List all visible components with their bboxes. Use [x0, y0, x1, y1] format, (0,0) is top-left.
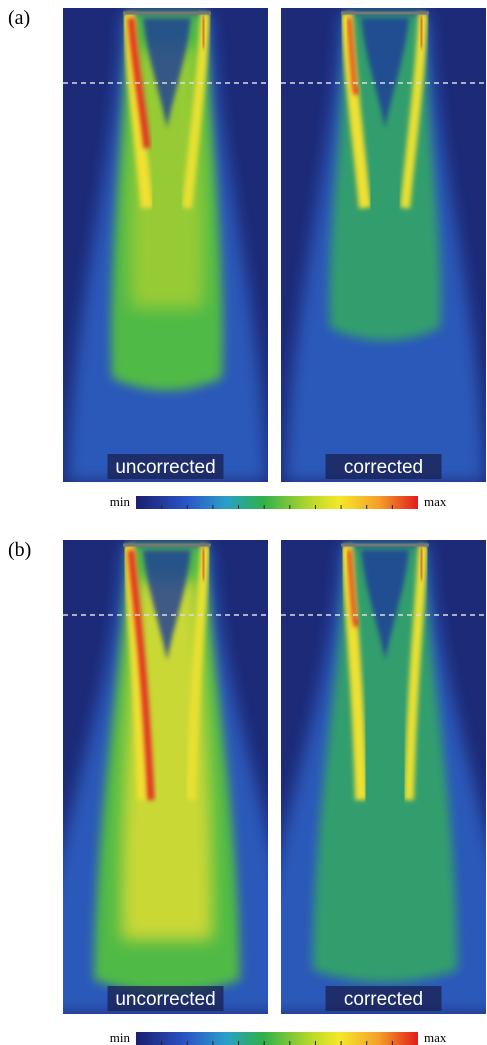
caption: uncorrected — [115, 457, 215, 478]
red-streak-right — [201, 15, 206, 49]
red-streak — [347, 17, 359, 96]
panel-label: (a) — [8, 7, 30, 29]
image-panel: uncorrected — [63, 8, 268, 482]
image-panel: corrected — [281, 8, 486, 482]
arm-left — [341, 544, 368, 801]
red-streak — [347, 549, 359, 628]
colorbar — [136, 496, 418, 509]
colorbar-min: min — [110, 494, 131, 509]
red-streak-right — [419, 15, 424, 49]
caption: corrected — [344, 457, 423, 478]
panel-label: (b) — [8, 539, 31, 561]
caption-box — [325, 986, 442, 1011]
arm-left — [341, 12, 371, 209]
colorbar-min: min — [110, 1030, 131, 1045]
red-streak — [127, 17, 151, 149]
colorbar — [136, 1032, 418, 1045]
red-streak — [127, 549, 155, 801]
red-streak-right — [201, 547, 206, 581]
caption-box — [107, 454, 224, 479]
image-panel: corrected — [281, 540, 486, 1014]
caption: uncorrected — [115, 989, 215, 1010]
image-panel: uncorrected — [63, 540, 268, 1014]
colorbar-max: max — [424, 494, 447, 509]
colorbar-max: max — [424, 1030, 447, 1045]
plume-core — [129, 48, 205, 308]
caption-box — [107, 986, 224, 1011]
caption-box — [325, 454, 442, 479]
caption: corrected — [344, 989, 423, 1010]
red-streak-right — [419, 547, 424, 581]
